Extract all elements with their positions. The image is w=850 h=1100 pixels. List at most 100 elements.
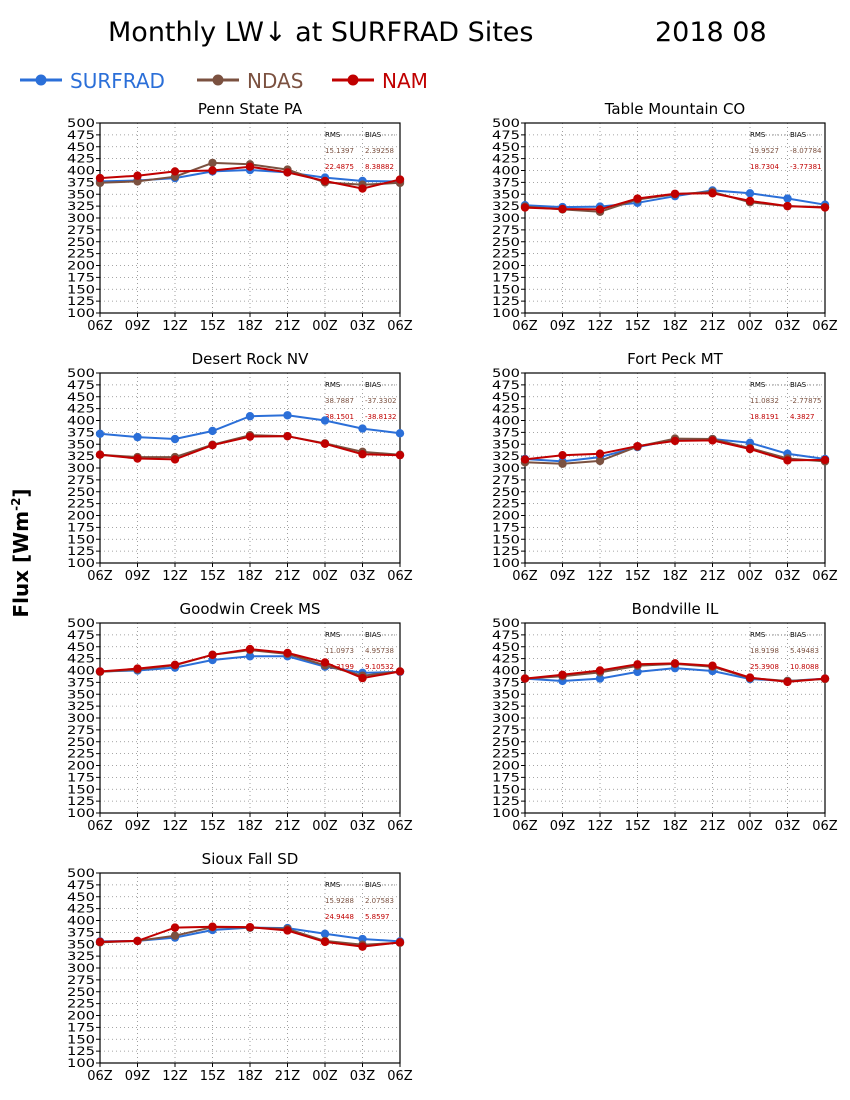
y-tick-label: 325 bbox=[492, 699, 520, 713]
stats-header-bias: BIAS bbox=[790, 131, 807, 139]
stats-box: RMS BIAS 38.7887 -37.3302 38.1501 -38.8132 bbox=[325, 381, 396, 421]
series-nam bbox=[520, 659, 830, 687]
series-nam bbox=[95, 922, 405, 951]
data-point bbox=[208, 441, 217, 450]
data-point bbox=[283, 411, 292, 420]
x-tick-label: 21Z bbox=[700, 319, 726, 334]
x-tick-label: 15Z bbox=[200, 819, 226, 834]
x-tick-label: 21Z bbox=[275, 819, 301, 834]
data-point bbox=[595, 449, 605, 458]
y-tick-label: 125 bbox=[492, 294, 520, 308]
x-tick-label: 15Z bbox=[625, 819, 651, 834]
data-point bbox=[670, 189, 680, 198]
data-point bbox=[395, 667, 405, 676]
x-tick-label: 00Z bbox=[737, 569, 763, 584]
x-tick-label: 09Z bbox=[550, 319, 576, 334]
x-tick-label: 03Z bbox=[775, 819, 801, 834]
panel-desert-rock-nv: Desert Rock NV 10012515017520022525027530… bbox=[67, 350, 413, 584]
series-nam bbox=[95, 162, 405, 193]
data-point bbox=[358, 450, 367, 459]
plot-frame bbox=[99, 872, 401, 1064]
data-point bbox=[320, 416, 330, 425]
x-tick-label: 06Z bbox=[87, 1069, 113, 1084]
data-point bbox=[358, 673, 367, 683]
x-tick-label: 00Z bbox=[312, 319, 338, 334]
y-tick-label: 200 bbox=[67, 509, 95, 523]
y-tick-label: 250 bbox=[67, 235, 95, 249]
x-tick-label: 00Z bbox=[312, 569, 338, 584]
y-tick-label: 125 bbox=[67, 294, 95, 308]
panel-title: Fort Peck MT bbox=[627, 350, 723, 368]
stats-header-bias: BIAS bbox=[365, 381, 382, 389]
x-tick-label: 15Z bbox=[200, 569, 226, 584]
panel-title: Desert Rock NV bbox=[192, 350, 309, 368]
y-tick-label: 375 bbox=[67, 425, 95, 439]
y-tick-label: 275 bbox=[67, 473, 95, 487]
y-tick-label: 375 bbox=[67, 675, 95, 689]
data-point bbox=[208, 426, 217, 436]
data-point bbox=[633, 660, 642, 669]
series-surfrad bbox=[95, 652, 405, 678]
x-tick-label: 12Z bbox=[162, 319, 188, 334]
y-tick-label: 475 bbox=[492, 378, 520, 392]
y-tick-label: 400 bbox=[492, 664, 520, 678]
y-tick-label: 325 bbox=[67, 449, 95, 463]
x-tick-label: 21Z bbox=[275, 1069, 301, 1084]
data-point bbox=[245, 644, 255, 654]
y-tick-label: 225 bbox=[67, 497, 95, 511]
y-tick-label: 175 bbox=[492, 520, 520, 534]
stats-rms-nam: 18.8191 bbox=[750, 413, 779, 421]
data-point bbox=[95, 667, 105, 676]
data-point bbox=[320, 929, 330, 938]
y-tick-label: 100 bbox=[67, 806, 95, 820]
y-tick-label: 175 bbox=[67, 770, 95, 784]
data-point bbox=[245, 652, 255, 661]
stats-bias-ndas: 4.95738 bbox=[365, 647, 394, 655]
y-tick-label: 350 bbox=[492, 687, 520, 701]
y-tick-label: 175 bbox=[492, 770, 520, 784]
y-tick-label: 350 bbox=[67, 187, 95, 201]
data-point bbox=[170, 434, 180, 444]
y-tick-label: 225 bbox=[492, 247, 520, 261]
data-point bbox=[745, 189, 755, 198]
stats-rms-nam: 13.3199 bbox=[325, 663, 354, 671]
x-tick-label: 06Z bbox=[812, 819, 838, 834]
data-point bbox=[95, 450, 105, 459]
x-tick-label: 09Z bbox=[550, 569, 576, 584]
data-point bbox=[358, 942, 367, 951]
stats-bias-ndas: 2.07583 bbox=[365, 897, 394, 905]
x-tick-label: 18Z bbox=[237, 319, 263, 334]
y-tick-label: 250 bbox=[67, 985, 95, 999]
data-point bbox=[708, 661, 717, 670]
x-tick-label: 12Z bbox=[162, 1069, 188, 1084]
data-point bbox=[783, 194, 792, 203]
y-tick-label: 325 bbox=[67, 199, 95, 213]
stats-bias-nam: -38.8132 bbox=[365, 413, 396, 421]
legend-label: NDAS bbox=[247, 69, 303, 93]
series-nam bbox=[95, 644, 405, 683]
data-point bbox=[283, 168, 292, 177]
plot-frame bbox=[99, 372, 401, 564]
data-point bbox=[708, 436, 717, 445]
x-tick-label: 00Z bbox=[737, 819, 763, 834]
y-tick-label: 300 bbox=[67, 211, 95, 225]
y-tick-label: 175 bbox=[67, 520, 95, 534]
y-tick-label: 100 bbox=[492, 306, 520, 320]
y-tick-label: 250 bbox=[492, 735, 520, 749]
y-tick-label: 250 bbox=[492, 485, 520, 499]
data-point bbox=[633, 667, 642, 677]
x-tick-label: 09Z bbox=[125, 319, 151, 334]
y-tick-label: 450 bbox=[67, 640, 95, 654]
legend-marker bbox=[212, 74, 224, 86]
data-point bbox=[745, 673, 755, 682]
data-point bbox=[133, 664, 142, 673]
y-tick-label: 250 bbox=[67, 485, 95, 499]
series-surfrad bbox=[95, 411, 405, 444]
y-tick-label: 425 bbox=[67, 902, 95, 916]
x-tick-label: 18Z bbox=[237, 1069, 263, 1084]
y-tick-label: 275 bbox=[492, 723, 520, 737]
y-tick-label: 175 bbox=[492, 270, 520, 284]
x-tick-label: 06Z bbox=[87, 819, 113, 834]
data-point bbox=[170, 923, 180, 932]
plot-frame bbox=[99, 122, 401, 314]
